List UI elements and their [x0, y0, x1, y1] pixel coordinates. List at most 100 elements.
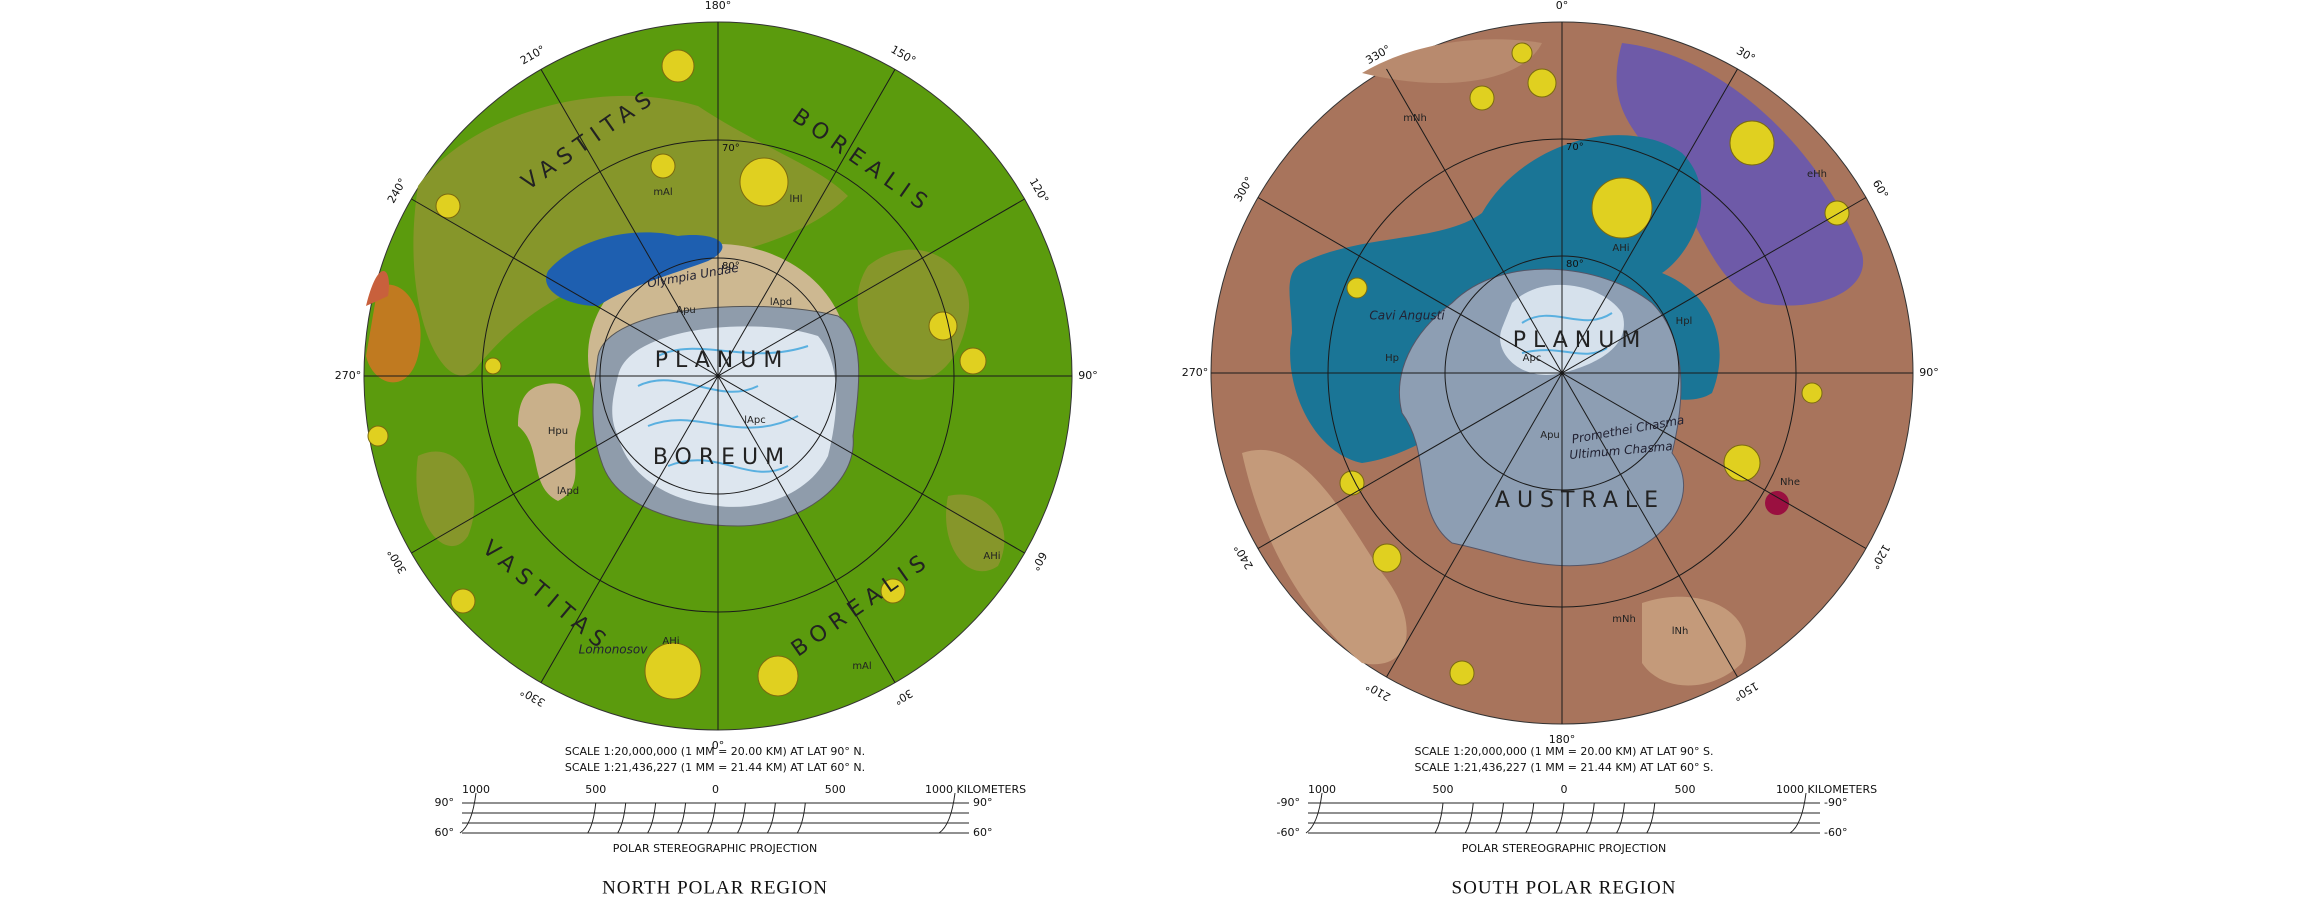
scale-tick [1525, 802, 1535, 834]
scale-distance: 500 [1675, 783, 1696, 796]
scale-tick [766, 802, 776, 834]
graticule [1211, 22, 1913, 724]
scale-end [1789, 792, 1807, 834]
scale-tick [1585, 802, 1595, 834]
place-name: AUSTRALE [1495, 488, 1665, 513]
scale-tick [587, 802, 597, 834]
longitude-label: 330° [518, 685, 547, 710]
longitude-label: 210° [1364, 679, 1393, 704]
scale-text: SCALE 1:21,436,227 (1 MM = 21.44 KM) AT … [1414, 761, 1713, 774]
longitude-label: 300° [385, 547, 410, 576]
scale-distance: 1000 [1308, 783, 1336, 796]
longitude-label: 150° [889, 43, 918, 68]
scale-end [1305, 792, 1323, 834]
craters [367, 49, 987, 700]
unit-label: lApc [744, 415, 765, 426]
unit-region [857, 249, 970, 380]
unit-label: lApd [557, 486, 579, 497]
scale-distance: 0 [1561, 783, 1568, 796]
unit-label: mAl [653, 187, 672, 198]
scale-latitude: 60° [435, 826, 455, 839]
unit-label: Apu [1540, 430, 1560, 441]
scale-tick [737, 802, 746, 834]
unit-label: lNh [1672, 626, 1689, 637]
place-name: PLANUM [655, 348, 790, 373]
unit-region [518, 383, 581, 501]
unit-region [1242, 449, 1407, 665]
unit-region [546, 232, 723, 306]
longitude-label: 30° [892, 686, 915, 707]
unit-label: Hpl [1676, 316, 1693, 327]
longitude-label: 0° [1556, 0, 1569, 12]
unit-region [1642, 596, 1746, 686]
unit-label: lApd [770, 297, 792, 308]
unit-label: eHh [1807, 169, 1827, 180]
scale-distance: 500 [825, 783, 846, 796]
scale-text: SCALE 1:20,000,000 (1 MM = 20.00 KM) AT … [1414, 745, 1713, 758]
map-title: SOUTH POLAR REGION [1452, 877, 1677, 898]
scale-distance: 0 [712, 783, 719, 796]
meridian [540, 69, 896, 683]
unit-region [366, 271, 389, 306]
scale-latitude: -60° [1277, 826, 1300, 839]
unit-region [366, 284, 421, 383]
longitude-label: 270° [1182, 366, 1209, 379]
scale-latitude: 60° [973, 826, 993, 839]
place-name: Lomonosov [579, 643, 649, 657]
scale-end [459, 792, 477, 834]
unit-region [1362, 39, 1542, 83]
scale-tick [677, 802, 687, 834]
longitude-label: 270° [335, 369, 362, 382]
place-name: Cavi Angusti [1369, 309, 1445, 323]
unit-region [416, 451, 475, 547]
longitude-label: 90° [1919, 366, 1939, 379]
scale-tick [796, 802, 806, 834]
longitude-label: 300° [1231, 175, 1256, 204]
longitude-label: 60° [1028, 550, 1049, 573]
scale-tick [1555, 802, 1565, 834]
troughs [637, 345, 809, 473]
unit-label: mAl [852, 661, 871, 672]
unit-label: Nhe [1780, 477, 1800, 488]
scale-tick [1434, 802, 1444, 834]
longitude-label: 120° [1868, 542, 1893, 571]
unit-label: AHi [662, 636, 679, 647]
longitude-label: 120° [1027, 176, 1052, 205]
scale-tick [1495, 802, 1504, 834]
scale-tick [1616, 802, 1625, 834]
unit-region [946, 494, 1005, 572]
unit-label: lHl [789, 194, 802, 205]
longitude-label: 90° [1078, 369, 1098, 382]
latitude-label: 80° [722, 261, 740, 272]
longitude-label: 210° [518, 43, 547, 68]
scale-distance: 500 [585, 783, 606, 796]
scale-distance: 500 [1433, 783, 1454, 796]
longitude-label: 30° [1734, 44, 1757, 65]
meridian [1386, 68, 1738, 678]
scale-latitude: -90° [1277, 796, 1300, 809]
longitude-label: 240° [1231, 542, 1256, 571]
scale-latitude: 90° [973, 796, 993, 809]
unit-label: Hp [1385, 353, 1399, 364]
scale-text: SCALE 1:21,436,227 (1 MM = 21.44 KM) AT … [565, 761, 865, 774]
longitude-label: 240° [385, 176, 410, 205]
unit-label: AHi [983, 551, 1000, 562]
place-name: PLANUM [1513, 328, 1648, 353]
scale-latitude: -90° [1824, 796, 1847, 809]
unit-label: Hpu [548, 426, 568, 437]
scale-distance: 1000 KILOMETERS [925, 783, 1026, 796]
scale-end [938, 792, 956, 834]
scale-distance: 1000 KILOMETERS [1776, 783, 1877, 796]
latitude-label: 70° [722, 143, 740, 154]
graticule [364, 22, 1072, 730]
unit-label: AHi [1612, 243, 1629, 254]
unit-label: Apu [676, 305, 696, 316]
longitude-label: 180° [705, 0, 732, 12]
scale-tick [1646, 802, 1656, 834]
scale-tick [1464, 802, 1474, 834]
unit-label: Apc [1523, 353, 1542, 364]
latitude-label: 80° [1566, 259, 1584, 270]
scale-latitude: 90° [435, 796, 455, 809]
scale-distance: 1000 [462, 783, 490, 796]
